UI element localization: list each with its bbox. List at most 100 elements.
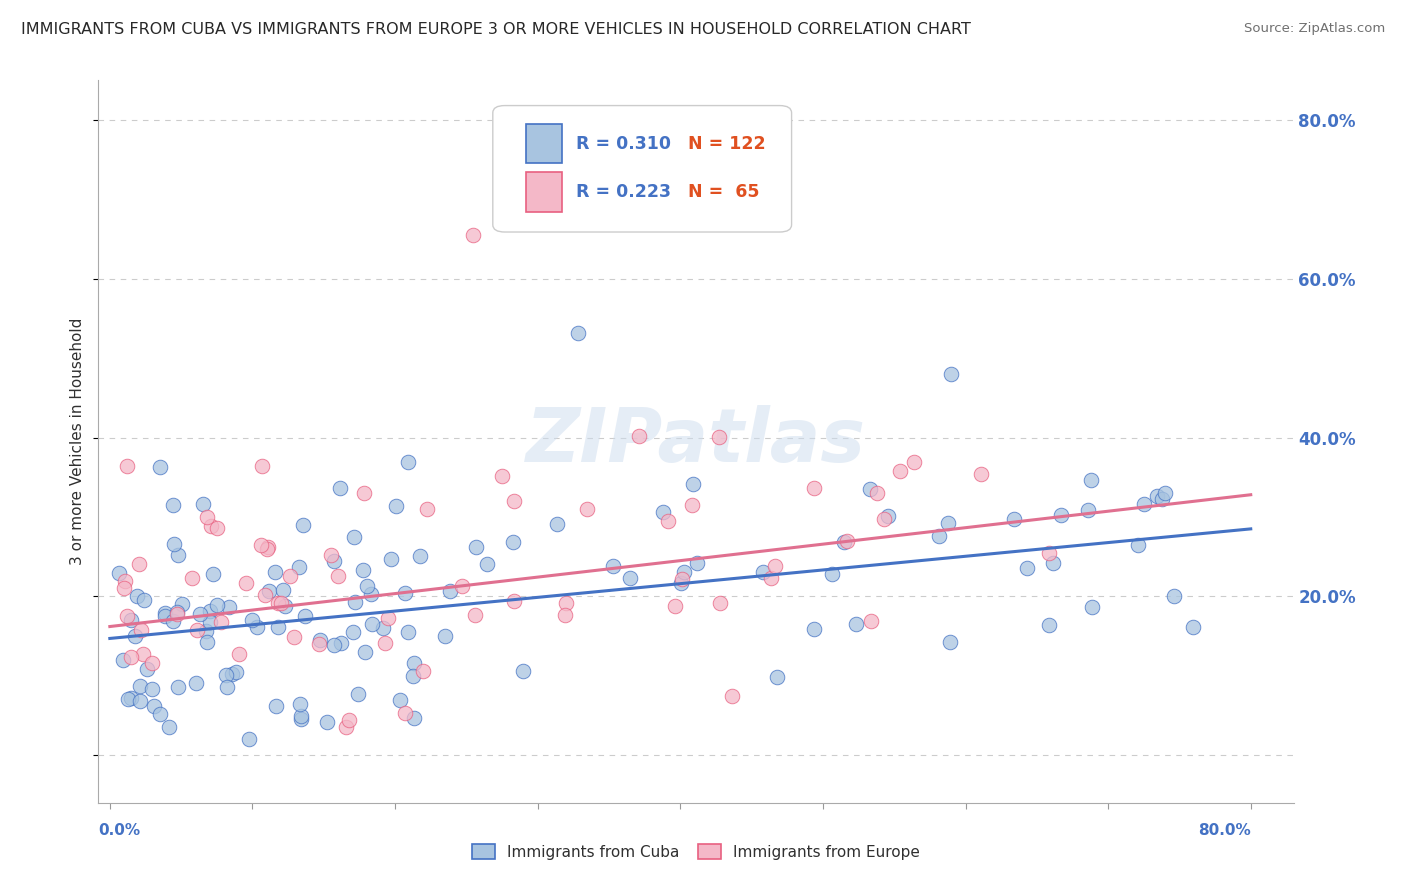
Point [388,692,411,706]
Point [162,537,184,551]
Point [602,559,624,574]
Point [195,624,218,638]
Point [132,647,155,661]
Point [752,565,775,579]
Point [903,455,925,469]
Point [267,620,290,634]
Point [225,665,247,680]
Y-axis label: 3 or more Vehicles in Household: 3 or more Vehicles in Household [70,318,86,566]
Point [860,614,883,628]
Point [195,635,218,649]
Point [228,647,250,661]
Point [709,596,731,610]
Text: ZIPatlas: ZIPatlas [526,405,866,478]
Legend: Immigrants from Cuba, Immigrants from Europe: Immigrants from Cuba, Immigrants from Eu… [464,836,928,867]
Point [1038,546,1060,560]
Point [463,607,485,622]
Point [866,486,889,500]
Point [273,582,295,597]
Point [120,649,142,664]
Point [240,613,263,627]
Point [115,459,138,474]
Point [315,715,337,730]
Point [157,720,180,734]
Point [283,630,305,644]
Point [124,629,146,643]
Point [191,497,214,511]
Point [619,571,641,585]
Point [112,581,135,595]
Point [256,541,278,556]
Point [257,584,280,599]
Point [889,464,911,478]
Point [120,690,142,705]
Point [502,593,524,607]
Point [335,720,357,734]
Point [128,557,150,571]
Point [249,538,271,552]
Text: N = 122: N = 122 [688,135,765,153]
Point [763,558,786,573]
Point [404,711,426,725]
Point [186,676,208,690]
Point [162,498,184,512]
Point [371,621,394,635]
Point [120,613,142,627]
Text: 0.0%: 0.0% [98,822,141,838]
Point [361,617,384,632]
Point [205,521,228,535]
Point [1126,538,1149,552]
Point [353,645,375,659]
Point [343,595,366,609]
Point [465,541,488,555]
Point [218,599,240,614]
Point [1153,486,1175,500]
Point [396,455,419,469]
Point [928,529,950,543]
Point [394,585,416,599]
Point [287,560,309,574]
Point [835,533,858,548]
Point [939,635,962,649]
Point [873,512,896,526]
Point [402,669,425,683]
Point [330,635,353,649]
Point [352,563,374,577]
Point [200,604,222,618]
Point [821,567,844,582]
Point [433,629,456,643]
Point [759,571,782,585]
Text: 80.0%: 80.0% [1198,822,1251,838]
Point [384,500,406,514]
Point [720,689,742,703]
Point [803,622,825,636]
Point [682,477,704,491]
Point [117,691,139,706]
Point [859,482,882,496]
FancyBboxPatch shape [526,172,562,211]
Point [356,579,378,593]
Point [412,664,434,678]
Point [627,429,650,443]
Point [128,680,150,694]
Point [107,566,129,580]
Point [669,575,692,590]
Point [195,510,218,524]
Point [652,505,675,519]
Point [319,548,342,562]
Point [326,568,349,582]
Point [143,698,166,713]
Point [128,694,150,708]
Point [215,668,238,682]
Point [546,517,568,532]
Point [939,367,962,381]
Point [394,706,416,721]
Point [1050,508,1073,523]
Point [707,430,730,444]
Point [290,697,312,711]
Point [308,637,330,651]
Point [290,708,312,723]
Point [270,596,292,610]
Point [339,713,361,727]
Point [575,501,598,516]
